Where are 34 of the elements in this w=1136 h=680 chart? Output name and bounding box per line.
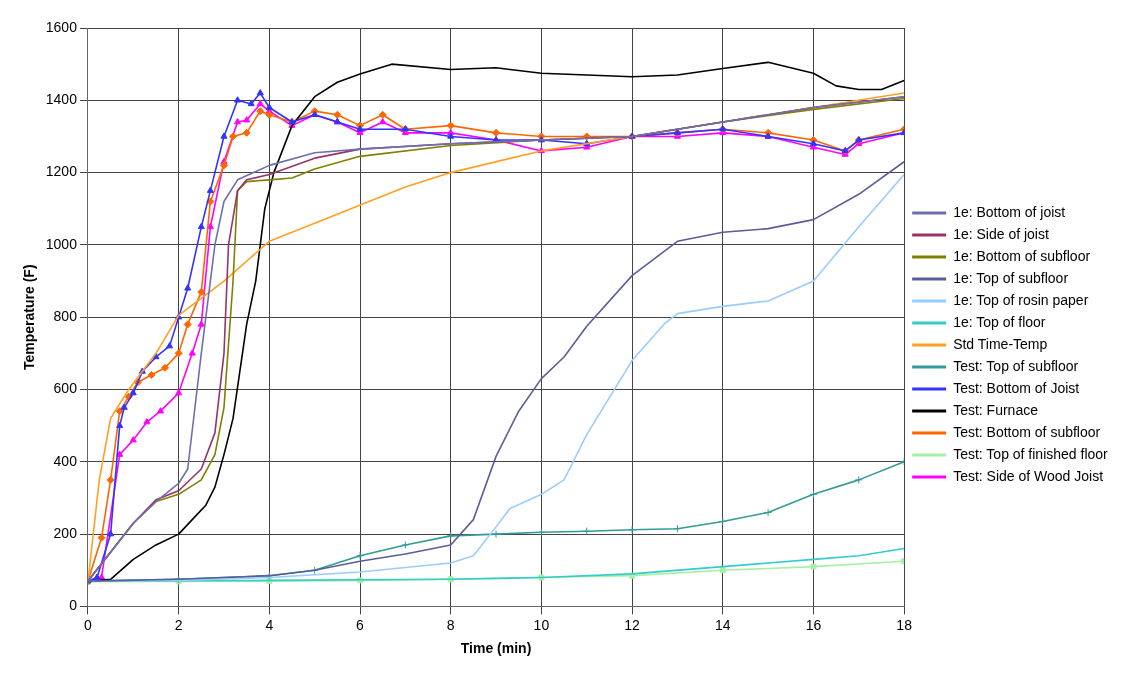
legend-label: 1e: Side of joist — [953, 225, 1049, 242]
y-tick-label: 200 — [53, 524, 78, 541]
x-tick-label: 6 — [356, 616, 365, 633]
y-tick-label: 0 — [69, 597, 78, 614]
x-tick-label: 16 — [805, 616, 822, 633]
x-tick-label: 2 — [174, 616, 183, 633]
y-tick-label: 1400 — [45, 91, 78, 108]
legend-label: Std Time-Temp — [953, 335, 1048, 352]
legend-label: Test: Furnace — [953, 401, 1039, 418]
legend-label: 1e: Bottom of joist — [953, 203, 1066, 220]
y-tick-label: 600 — [53, 380, 78, 397]
x-axis-title: Time (min) — [460, 640, 532, 657]
y-tick-label: 800 — [53, 308, 78, 325]
legend-label: 1e: Top of floor — [953, 313, 1046, 330]
x-tick-label: 8 — [446, 616, 455, 633]
x-tick-label: 12 — [624, 616, 641, 633]
x-tick-label: 10 — [533, 616, 550, 633]
legend-label: Test: Bottom of subfloor — [953, 423, 1101, 440]
y-tick-label: 1200 — [45, 163, 78, 180]
y-tick-label: 400 — [53, 452, 78, 469]
legend-label: Test: Top of finished floor — [953, 445, 1109, 462]
legend-label: 1e: Top of rosin paper — [953, 291, 1089, 308]
x-tick-label: 4 — [265, 616, 274, 633]
x-tick-label: 0 — [84, 616, 93, 633]
x-tick-label: 18 — [896, 616, 913, 633]
legend-label: Test: Side of Wood Joist — [953, 467, 1104, 484]
legend-label: Test: Bottom of Joist — [953, 379, 1080, 396]
legend-label: 1e: Bottom of subfloor — [953, 247, 1091, 264]
x-tick-label: 14 — [714, 616, 731, 633]
y-axis-title: Temperature (F) — [21, 264, 38, 370]
y-tick-label: 1000 — [45, 235, 78, 252]
legend-label: Test: Top of subfloor — [953, 357, 1079, 374]
y-tick-label: 1600 — [45, 18, 78, 35]
legend-label: 1e: Top of subfloor — [953, 269, 1069, 286]
